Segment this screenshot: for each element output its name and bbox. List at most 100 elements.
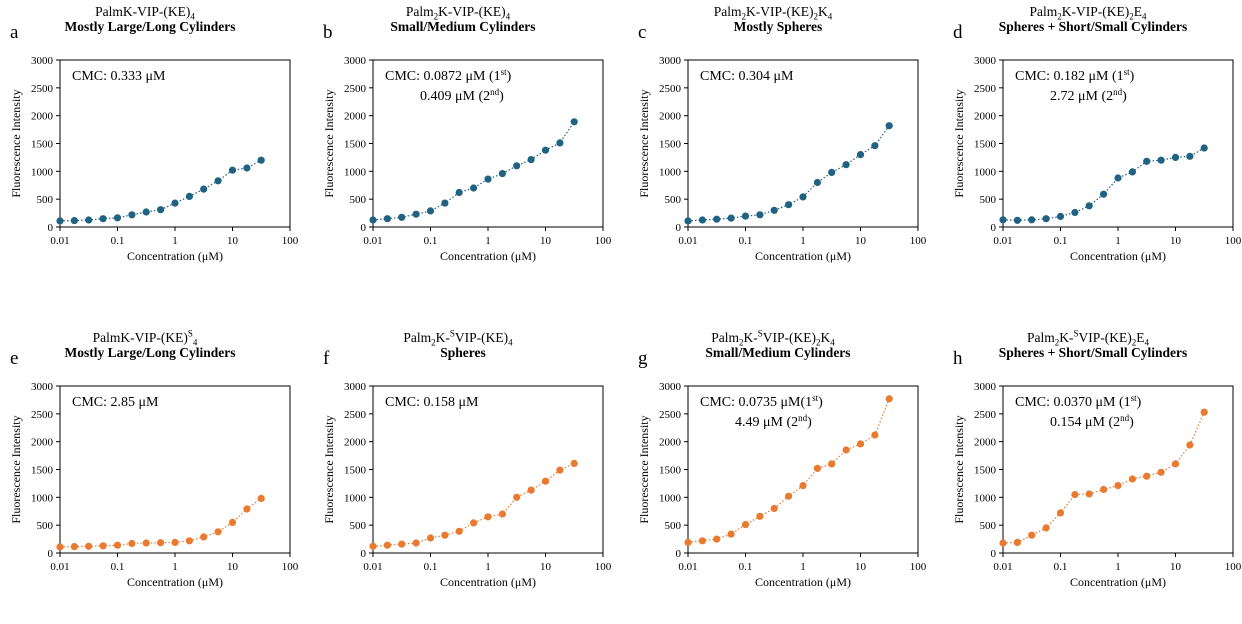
data-point <box>756 512 764 520</box>
chart-title: Palm2K-VIP-(KE)4 <box>405 4 511 22</box>
x-tick-label: 1 <box>1115 561 1121 573</box>
data-point <box>1085 490 1093 498</box>
chart-subtitle: Spheres <box>440 345 486 360</box>
data-point <box>441 531 449 539</box>
data-point <box>470 519 478 527</box>
x-tick-label: 0.1 <box>1054 235 1068 247</box>
x-axis-label: Concentration (μM) <box>1070 575 1166 589</box>
y-tick-label: 0 <box>676 222 682 234</box>
data-point <box>369 542 377 550</box>
series-line <box>372 121 575 221</box>
y-tick-label: 1500 <box>659 139 682 151</box>
y-tick-label: 2500 <box>344 409 367 421</box>
data-point <box>369 216 377 224</box>
chart-svg: 0 500 1000 1500 2000 2500 3000 0.01 0.1 1 10 100 Con… <box>9 381 299 589</box>
cmc-annotation: CMC: 0.182 μM (1st) <box>1015 67 1135 84</box>
chart-title: PalmK-VIP-(KE)4 <box>95 4 195 22</box>
x-tick-label: 0.1 <box>739 561 753 573</box>
chart-panel-h: h Palm2K-SVIP-(KE)2E4 Spheres + Short/Smal… <box>943 326 1242 624</box>
y-tick-label: 500 <box>980 194 997 206</box>
data-point <box>171 199 179 207</box>
data-point <box>527 486 535 494</box>
data-point <box>727 214 735 222</box>
chart-title: Palm2K-VIP-(KE)2K4 <box>713 4 833 22</box>
data-point <box>999 216 1007 224</box>
x-tick-label: 10 <box>227 235 239 247</box>
chart-subtitle: Mostly Large/Long Cylinders <box>64 19 236 34</box>
data-point <box>1013 216 1021 224</box>
data-point <box>770 504 778 513</box>
x-tick-label: 0.1 <box>111 561 125 573</box>
x-tick-label: 1 <box>800 235 806 247</box>
data-point <box>1028 216 1036 224</box>
data-point <box>157 539 165 547</box>
y-axis-label: Fluorescence Intensity <box>322 415 336 523</box>
data-point <box>85 216 93 224</box>
chart-title: Palm2K-VIP-(KE)2E4 <box>1029 4 1147 22</box>
data-point <box>871 431 879 439</box>
x-axis-label: Concentration (μM) <box>440 249 536 263</box>
chart-svg: 0 500 1000 1500 2000 2500 3000 0.01 0.1 1 10 100 Con… <box>9 55 299 263</box>
data-point <box>799 193 807 201</box>
data-point <box>727 530 735 538</box>
data-point <box>257 494 265 502</box>
data-point <box>56 543 64 551</box>
y-tick-label: 1500 <box>31 139 54 151</box>
y-axis-label: Fluorescence Intensity <box>952 89 966 197</box>
data-point <box>770 206 778 214</box>
data-point <box>856 440 865 448</box>
data-point <box>398 213 406 221</box>
y-tick-label: 2500 <box>31 83 54 95</box>
data-point <box>498 170 506 178</box>
plot-frame <box>372 385 604 554</box>
data-point <box>556 139 564 147</box>
x-tick-label: 1 <box>800 561 806 573</box>
chart-svg: 0 500 1000 1500 2000 2500 3000 0.01 0.1 1 10 100 Con… <box>637 55 927 263</box>
data-point <box>113 541 122 549</box>
data-point <box>756 211 764 219</box>
data-point <box>200 533 208 541</box>
chart-panel-e: e PalmK-VIP-(KE)S4 Mostly Large/Long Cylin… <box>0 326 310 624</box>
y-tick-label: 3000 <box>344 381 367 393</box>
y-tick-label: 1000 <box>659 492 682 504</box>
data-point <box>741 212 750 220</box>
data-point <box>1143 157 1151 165</box>
y-axis-label: Fluorescence Intensity <box>9 89 23 197</box>
y-tick-label: 500 <box>665 520 682 532</box>
data-point <box>128 539 136 548</box>
data-point <box>698 537 706 545</box>
chart-panel-b: b Palm2K-VIP-(KE)4 Small/Medium Cylinders 0… <box>313 0 623 298</box>
x-tick-label: 100 <box>282 235 299 247</box>
data-point <box>785 201 793 209</box>
y-tick-label: 2000 <box>344 111 367 123</box>
data-point <box>842 446 850 454</box>
y-tick-label: 1000 <box>974 166 997 178</box>
x-tick-label: 10 <box>1170 235 1182 247</box>
data-point <box>484 175 492 183</box>
data-point <box>426 207 435 215</box>
series-line <box>1002 147 1205 221</box>
data-point <box>99 542 107 550</box>
plot-frame <box>372 59 604 228</box>
data-point <box>570 459 578 467</box>
chart-panel-a: a PalmK-VIP-(KE)4 Mostly Large/Long Cylind… <box>0 0 310 298</box>
data-point <box>885 122 893 130</box>
data-point <box>412 210 420 218</box>
data-point <box>570 118 578 126</box>
data-point <box>455 188 463 197</box>
data-point <box>185 537 193 545</box>
data-point <box>698 216 706 224</box>
y-tick-label: 2000 <box>31 111 54 123</box>
panel-letter: b <box>323 22 333 43</box>
x-tick-label: 0.01 <box>678 235 697 247</box>
x-tick-label: 0.01 <box>50 561 69 573</box>
plot-frame <box>687 385 919 554</box>
data-point <box>1186 441 1194 449</box>
data-point <box>1186 152 1194 160</box>
data-point <box>56 217 64 225</box>
data-point <box>99 215 107 223</box>
data-point <box>1042 524 1050 532</box>
y-tick-label: 500 <box>665 194 682 206</box>
data-point <box>1056 212 1065 220</box>
y-tick-label: 0 <box>361 548 367 560</box>
